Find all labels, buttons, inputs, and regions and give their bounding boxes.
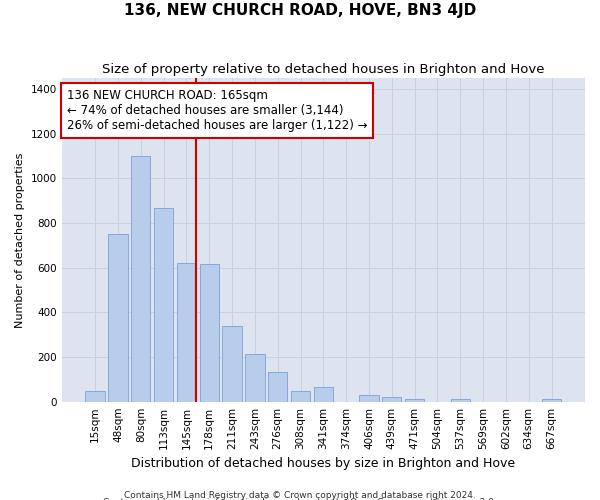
- X-axis label: Distribution of detached houses by size in Brighton and Hove: Distribution of detached houses by size …: [131, 457, 515, 470]
- Y-axis label: Number of detached properties: Number of detached properties: [15, 152, 25, 328]
- Text: Contains public sector information licensed under the Open Government Licence v3: Contains public sector information licen…: [103, 498, 497, 500]
- Bar: [359, 395, 379, 402]
- Bar: [245, 354, 265, 402]
- Bar: [85, 390, 105, 402]
- Bar: [154, 208, 173, 402]
- Bar: [451, 400, 470, 402]
- Bar: [200, 264, 219, 402]
- Bar: [314, 387, 333, 402]
- Title: Size of property relative to detached houses in Brighton and Hove: Size of property relative to detached ho…: [102, 62, 545, 76]
- Bar: [291, 390, 310, 402]
- Bar: [382, 397, 401, 402]
- Bar: [108, 234, 128, 402]
- Text: Contains HM Land Registry data © Crown copyright and database right 2024.: Contains HM Land Registry data © Crown c…: [124, 490, 476, 500]
- Bar: [542, 400, 561, 402]
- Text: 136, NEW CHURCH ROAD, HOVE, BN3 4JD: 136, NEW CHURCH ROAD, HOVE, BN3 4JD: [124, 2, 476, 18]
- Bar: [131, 156, 151, 402]
- Bar: [268, 372, 287, 402]
- Bar: [177, 264, 196, 402]
- Text: 136 NEW CHURCH ROAD: 165sqm
← 74% of detached houses are smaller (3,144)
26% of : 136 NEW CHURCH ROAD: 165sqm ← 74% of det…: [67, 90, 367, 132]
- Bar: [223, 326, 242, 402]
- Bar: [405, 400, 424, 402]
